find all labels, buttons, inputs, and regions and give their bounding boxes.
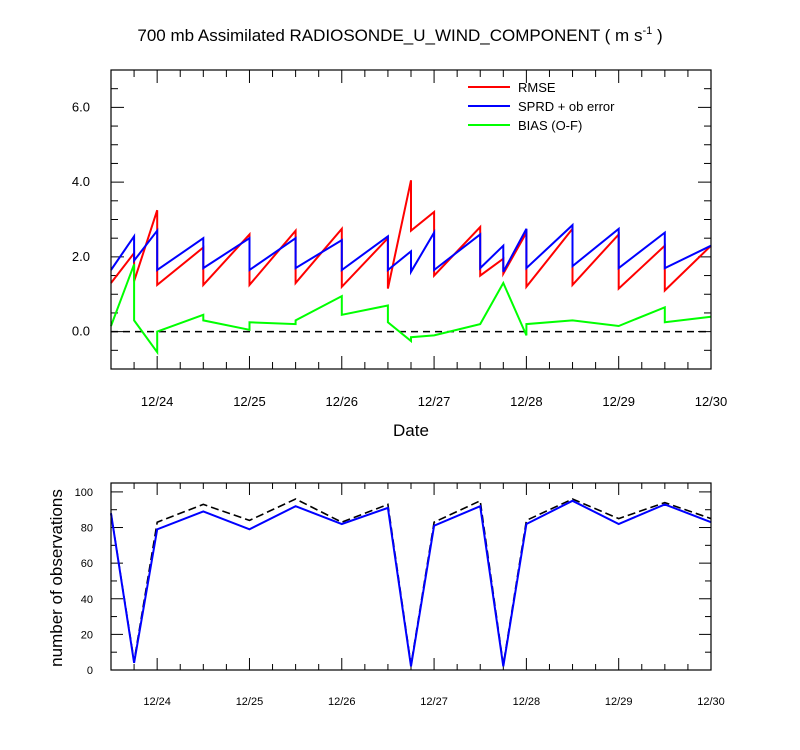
legend-label: RMSE [518, 80, 556, 95]
y-tick-label: 2.0 [72, 249, 90, 264]
y-tick-label: 0.0 [72, 324, 90, 339]
y-tick-label: 4.0 [72, 174, 90, 189]
x-tick-label: 12/28 [510, 394, 543, 409]
x-tick-label: 12/26 [328, 696, 356, 708]
x-tick-label: 12/27 [420, 696, 448, 708]
legend-label: SPRD + ob error [518, 99, 615, 114]
x-tick-label: 12/24 [143, 696, 171, 708]
y-tick-label: 40 [81, 594, 93, 606]
observations-axes: 12/24 12/25 12/26 12/27 12/28 12/29 12/30 0 20 40… [75, 483, 725, 708]
statistics-panel: 12/24 12/25 12/26 12/27 12/28 12/29 12/30 0.0 2.… [72, 69, 728, 409]
series-line-rmse [110, 180, 712, 293]
observations-panel: 12/24 12/25 12/26 12/27 12/28 12/29 12/30 0 20 40… [75, 482, 725, 708]
x-tick-label: 12/25 [233, 394, 266, 409]
x-tick-label: 12/30 [697, 696, 725, 708]
y-tick-label: 100 [75, 487, 93, 499]
legend-label: BIAS (O-F) [518, 118, 582, 133]
statistics-series [110, 180, 712, 356]
series-line-assimilated [110, 499, 712, 667]
y-tick-label: 0 [87, 665, 93, 677]
x-tick-label: 12/27 [418, 394, 451, 409]
x-tick-label: 12/29 [605, 696, 633, 708]
statistics-axes: 12/24 12/25 12/26 12/27 12/28 12/29 12/30 0.0 2.… [72, 69, 728, 409]
y-tick-label: 80 [81, 523, 93, 535]
observations-frame [110, 482, 712, 671]
y-axis-title-observations: number of observations [47, 489, 66, 667]
y-tick-label: 60 [81, 558, 93, 570]
legend: RMSE SPRD + ob error BIAS (O-F) [468, 80, 615, 133]
chart-title: 700 mb Assimilated RADIOSONDE_U_WIND_COM… [137, 25, 662, 45]
y-tick-label: 6.0 [72, 99, 90, 114]
x-axis-title: Date [393, 421, 429, 440]
y-tick-label: 20 [81, 629, 93, 641]
x-tick-label: 12/29 [602, 394, 635, 409]
series-line-sprd-ob-error [110, 222, 712, 276]
x-tick-label: 12/25 [236, 696, 264, 708]
observations-series [110, 498, 712, 667]
x-tick-label: 12/28 [513, 696, 541, 708]
x-tick-label: 12/24 [141, 394, 174, 409]
statistics-frame [110, 69, 712, 370]
series-line-bias-o-f [110, 264, 712, 356]
x-tick-label: 12/30 [695, 394, 728, 409]
x-tick-label: 12/26 [325, 394, 358, 409]
